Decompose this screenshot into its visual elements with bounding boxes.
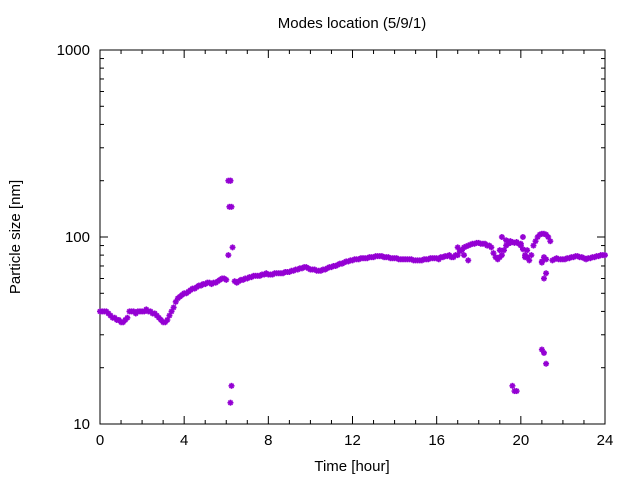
data-point <box>522 254 529 261</box>
data-point <box>507 239 514 246</box>
x-axis-label: Time [hour] <box>314 458 389 475</box>
plot-frame <box>99 49 606 425</box>
data-point <box>498 234 505 240</box>
x-tick-label: 16 <box>428 432 445 449</box>
data-point <box>513 388 520 395</box>
data-point <box>519 234 526 240</box>
x-tick-label: 24 <box>597 432 614 449</box>
data-point <box>170 304 177 311</box>
data-point <box>526 257 533 264</box>
data-point <box>124 314 131 321</box>
chart-title: Modes location (5/9/1) <box>278 15 426 32</box>
data-point <box>503 237 510 244</box>
x-tick-label: 4 <box>180 432 188 449</box>
data-point <box>517 240 524 247</box>
data-point <box>530 242 537 249</box>
axis-ticks <box>99 49 606 425</box>
data-point <box>543 360 550 367</box>
data-point <box>496 247 503 254</box>
y-tick-label: 100 <box>65 229 90 246</box>
data-point <box>543 270 550 277</box>
data-point <box>543 256 550 263</box>
x-tick-label: 8 <box>264 432 272 449</box>
x-tick-label: 0 <box>96 432 104 449</box>
data-point <box>540 275 547 282</box>
x-tick-label: 12 <box>344 432 361 449</box>
data-point <box>602 252 608 259</box>
data-point <box>524 247 531 254</box>
x-tick-label: 20 <box>512 432 529 449</box>
data-point <box>547 238 554 245</box>
data-point <box>509 382 516 389</box>
data-point <box>227 177 234 184</box>
data-point <box>498 252 505 259</box>
data-points <box>97 177 608 406</box>
y-tick-label: 10 <box>73 416 90 433</box>
data-point <box>228 382 235 389</box>
data-point <box>540 349 547 356</box>
data-point <box>223 276 230 283</box>
y-axis-label: Particle size [nm] <box>7 180 24 294</box>
data-point <box>229 244 236 251</box>
y-tick-label: 1000 <box>57 42 90 59</box>
data-point <box>528 252 535 259</box>
tick-labels: 0 4 8 12 16 20 24 10 100 1000 <box>57 42 614 449</box>
data-point <box>225 252 232 259</box>
data-point <box>488 244 495 251</box>
data-point <box>465 257 472 264</box>
data-point <box>538 259 545 266</box>
data-point <box>461 252 468 259</box>
data-point <box>227 399 234 406</box>
data-point <box>454 244 461 251</box>
data-point <box>228 203 235 210</box>
